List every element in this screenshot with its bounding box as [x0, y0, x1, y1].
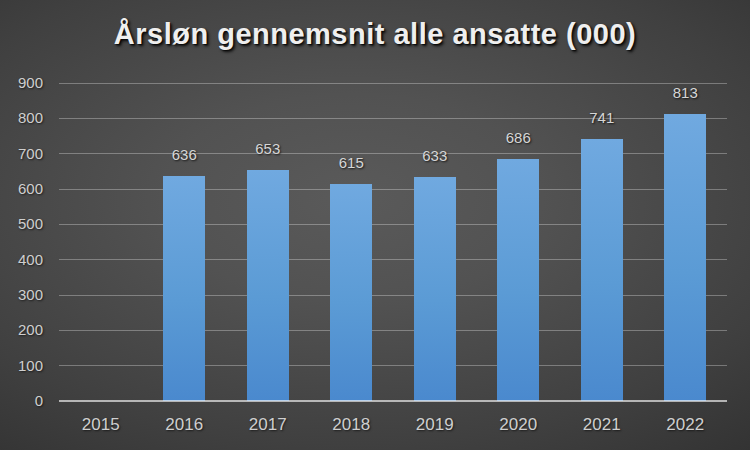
- x-tick-label-2019: 2019: [393, 413, 477, 437]
- bar-value-label-2020: 686: [476, 129, 560, 147]
- x-axis: 20152016201720182019202020212022: [59, 413, 727, 437]
- x-tick-label-2021: 2021: [560, 413, 644, 437]
- plot-area: 636653615633686741 813: [59, 83, 727, 401]
- bar-2019[interactable]: [414, 177, 456, 401]
- bar-value-label-2019: 633: [393, 147, 477, 165]
- x-axis-baseline: [59, 400, 727, 402]
- gridline-300: [59, 295, 727, 296]
- y-tick-label-400: 400: [0, 250, 43, 270]
- bar-2016[interactable]: [163, 176, 205, 401]
- y-tick-label-900: 900: [0, 73, 43, 93]
- y-tick-label-100: 100: [0, 356, 43, 376]
- bar-value-label-2022: 813: [643, 84, 727, 102]
- bar-value-label-2017: 653: [226, 140, 310, 158]
- y-tick-label-300: 300: [0, 285, 43, 305]
- bar-2021[interactable]: [581, 139, 623, 401]
- bar-2020[interactable]: [497, 159, 539, 401]
- gridline-400: [59, 259, 727, 260]
- x-tick-label-2016: 2016: [143, 413, 227, 437]
- chart-slide: Årsløn gennemsnit alle ansatte (000) 636…: [0, 0, 750, 450]
- y-tick-label-600: 600: [0, 179, 43, 199]
- x-tick-label-2018: 2018: [310, 413, 394, 437]
- y-tick-label-0: 0: [0, 391, 43, 411]
- gridline-900: [59, 83, 727, 84]
- y-tick-label-700: 700: [0, 144, 43, 164]
- x-tick-label-2022: 2022: [644, 413, 728, 437]
- bar-2017[interactable]: [247, 170, 289, 401]
- bar-2022[interactable]: [664, 114, 706, 401]
- x-tick-label-2017: 2017: [226, 413, 310, 437]
- gridline-200: [59, 330, 727, 331]
- bar-value-label-2018: 615: [309, 154, 393, 172]
- chart-title: Årsløn gennemsnit alle ansatte (000): [0, 18, 750, 51]
- bar-value-label-2021: 741: [560, 109, 644, 127]
- bar-2018[interactable]: [330, 184, 372, 401]
- gridline-600: [59, 189, 727, 190]
- gridline-500: [59, 224, 727, 225]
- gridline-100: [59, 365, 727, 366]
- x-tick-label-2015: 2015: [59, 413, 143, 437]
- bar-value-label-2016: 636: [142, 146, 226, 164]
- y-tick-label-800: 800: [0, 108, 43, 128]
- y-tick-label-200: 200: [0, 320, 43, 340]
- y-tick-label-500: 500: [0, 214, 43, 234]
- y-axis: 0100200300400500600700800900: [0, 83, 43, 401]
- x-tick-label-2020: 2020: [477, 413, 561, 437]
